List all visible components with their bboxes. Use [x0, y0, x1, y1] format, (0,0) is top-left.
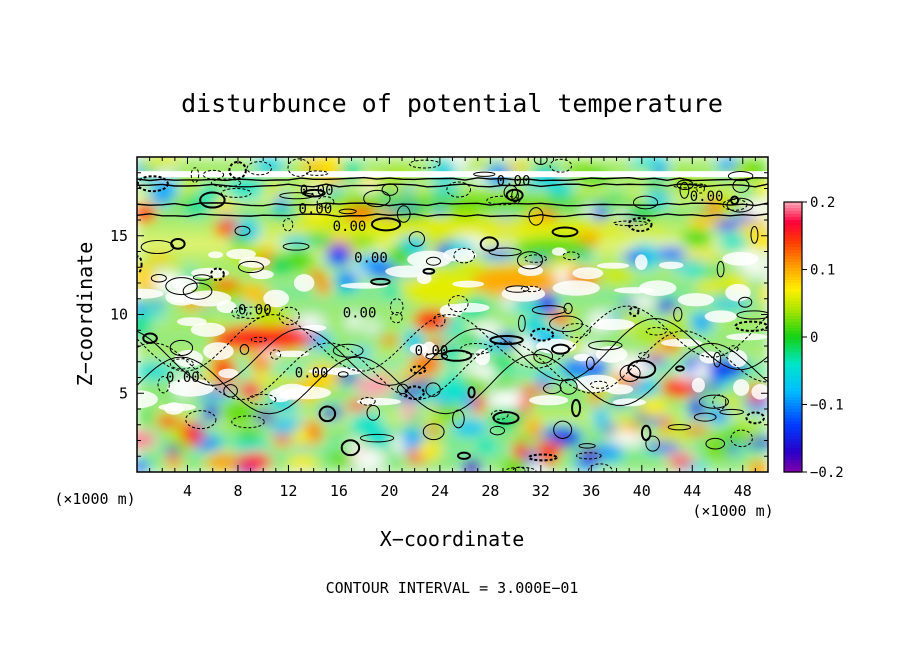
x-tick-label: 4 [183, 482, 192, 500]
colorbar-tick-label: −0.2 [810, 465, 844, 481]
x-tick-label: 48 [734, 482, 752, 500]
colorbar [784, 202, 802, 473]
contour-label: 0.00 [238, 303, 272, 319]
x-axis-label: X−coordinate [380, 527, 525, 551]
x-tick-label: 44 [683, 482, 701, 500]
x-tick-label: 20 [380, 482, 398, 500]
contour-label: 0.00 [354, 251, 388, 267]
colorbar-tick-label: 0 [810, 330, 818, 346]
colorbar-tick-label: −0.1 [810, 398, 844, 414]
contour-label: 0.00 [333, 219, 367, 235]
y-axis: 5 10 15 [110, 172, 768, 457]
x-tick-label: 40 [633, 482, 651, 500]
contour-interval-note: CONTOUR INTERVAL = 3.000E−01 [326, 579, 579, 597]
x-unit-right: (×1000 m) [692, 502, 773, 520]
contour-label: 0.00 [415, 343, 449, 359]
heatmap-field [137, 157, 768, 472]
y-tick-label: 15 [110, 227, 128, 245]
contour-labels: 0.000.000.000.000.00 0.000.000.000.000.00… [166, 173, 723, 386]
contour-label: 0.00 [166, 370, 200, 386]
chart-title: disturbunce of potential temperature [181, 89, 723, 118]
contour-label: 0.00 [300, 183, 334, 199]
x-tick-label: 32 [532, 482, 550, 500]
y-tick-label: 5 [119, 384, 128, 402]
y-axis-label: Z−coordinate [73, 242, 97, 387]
contour-label: 0.00 [497, 173, 531, 189]
colorbar-tick-label: 0.2 [810, 195, 835, 211]
x-axis: 4 8 12 16 20 24 28 32 36 40 44 48 [149, 157, 756, 500]
x-tick-label: 24 [431, 482, 449, 500]
x-tick-label: 36 [582, 482, 600, 500]
x-tick-label: 8 [233, 482, 242, 500]
x-unit-left: (×1000 m) [54, 490, 135, 508]
x-tick-label: 12 [279, 482, 297, 500]
contour-label: 0.00 [690, 189, 724, 205]
x-tick-label: 28 [481, 482, 499, 500]
y-tick-label: 10 [110, 306, 128, 324]
contour-label: 0.00 [299, 202, 333, 218]
contour-label: 0.00 [295, 366, 329, 382]
x-tick-label: 16 [330, 482, 348, 500]
colorbar-ticks: 0.2 0.1 0 −0.1 −0.2 [802, 195, 844, 481]
contour-label: 0.00 [343, 306, 377, 322]
colorbar-tick-label: 0.1 [810, 263, 835, 279]
